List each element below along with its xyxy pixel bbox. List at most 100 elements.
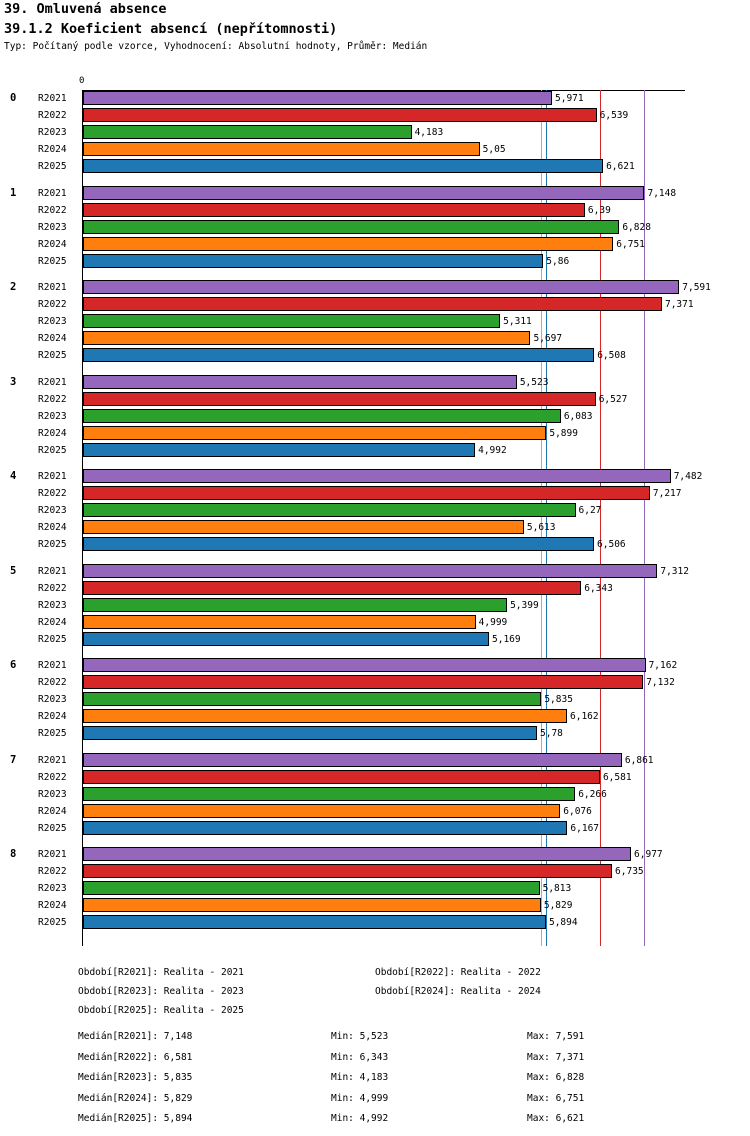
bar-r2021[interactable] <box>83 752 622 767</box>
bar-r2022[interactable] <box>83 675 644 689</box>
bar-row-label: R2021 <box>38 282 67 293</box>
chart-legend: Období[R2021]: Realita - 2021 Období[R202… <box>0 966 750 1024</box>
median-line-r2024 <box>540 90 542 946</box>
bar-r2025[interactable] <box>83 915 546 929</box>
bar-value-label: 5,399 <box>510 599 539 611</box>
bar-r2021[interactable] <box>83 91 553 105</box>
bar-r2024[interactable] <box>83 142 480 156</box>
bar-r2025[interactable] <box>83 537 595 551</box>
bar-r2023[interactable] <box>83 125 412 139</box>
bar-r2023[interactable] <box>83 881 540 895</box>
bar-r2022[interactable] <box>83 769 600 784</box>
bar-row-label: R2024 <box>38 333 67 344</box>
group-index-label: 6 <box>10 659 17 671</box>
bar-row-label: R2024 <box>38 616 67 628</box>
bar-row-label: R2023 <box>38 127 67 138</box>
bar-r2025[interactable] <box>83 631 490 646</box>
bar-r2025[interactable] <box>83 442 476 457</box>
stat-median-value: Medián[R2023]: 5,835 <box>78 1072 193 1083</box>
bar-r2021[interactable] <box>83 280 680 294</box>
bar-r2022[interactable] <box>83 580 582 595</box>
bar-row-label: R2025 <box>38 539 67 550</box>
bar-row: R2021 7,482 <box>0 468 750 485</box>
bar-r2025[interactable] <box>83 159 604 173</box>
bar-r2022[interactable] <box>83 202 585 217</box>
bar-value-label: 6,621 <box>606 161 635 172</box>
bar-r2024[interactable] <box>83 236 614 251</box>
bar-r2022[interactable] <box>83 486 650 500</box>
bar-r2021[interactable] <box>83 847 632 861</box>
stat-row: Medián[R2021]: 7,148 Min: 5,523 Max: 7,591 <box>0 1030 750 1051</box>
bar-r2023[interactable] <box>83 692 542 706</box>
bar-r2025[interactable] <box>83 348 595 362</box>
bar-value-label: 6,27 <box>578 505 602 516</box>
bar-value-label: 7,371 <box>664 299 694 310</box>
bar-row-label: R2022 <box>38 771 67 783</box>
bar-value-label: 4,999 <box>478 616 508 628</box>
bar-r2022[interactable] <box>83 391 596 406</box>
bar-r2021[interactable] <box>83 563 658 578</box>
bar-row: R2021 5,523 <box>0 374 750 391</box>
bar-value-label: 6,506 <box>597 539 626 550</box>
bar-row: R2025 6,508 <box>0 347 750 364</box>
bar-value-label: 5,697 <box>533 333 563 344</box>
bar-r2024[interactable] <box>83 520 524 534</box>
bar-value-label: 6,167 <box>570 822 600 834</box>
bar-row: R2022 7,132 <box>0 674 750 691</box>
bar-value-label: 7,312 <box>660 565 689 577</box>
bar-r2021[interactable] <box>83 469 671 483</box>
bar-value-label: 5,813 <box>542 883 572 894</box>
bar-value-label: 6,828 <box>622 221 651 233</box>
bar-value-label: 5,169 <box>492 633 521 645</box>
bar-row-label: R2023 <box>38 694 67 705</box>
axis-left-rule <box>82 90 83 946</box>
bar-r2024[interactable] <box>83 425 547 440</box>
bar-row-label: R2024 <box>38 805 67 817</box>
bar-r2025[interactable] <box>83 820 568 835</box>
bar-row: R2023 5,813 <box>0 880 750 897</box>
bar-r2022[interactable] <box>83 864 613 878</box>
bar-row: R2023 5,399 <box>0 597 750 614</box>
bar-row-label: R2024 <box>38 900 67 911</box>
bar-row: R2024 6,076 <box>0 803 750 820</box>
bar-row-label: R2025 <box>38 444 67 456</box>
bar-r2024[interactable] <box>83 898 541 912</box>
median-line-r2021 <box>644 90 646 946</box>
bar-value-label: 6,162 <box>570 711 599 722</box>
stat-row: Medián[R2022]: 6,581 Min: 6,343 Max: 7,371 <box>0 1051 750 1072</box>
bar-row-label: R2022 <box>38 582 67 594</box>
bar-r2023[interactable] <box>83 786 576 801</box>
bar-r2023[interactable] <box>83 219 620 234</box>
bar-r2021[interactable] <box>83 374 517 389</box>
bar-r2021[interactable] <box>83 658 646 672</box>
bar-r2025[interactable] <box>83 253 544 268</box>
bar-row-label: R2022 <box>38 204 67 216</box>
bar-r2023[interactable] <box>83 408 561 423</box>
bar-r2024[interactable] <box>83 614 476 629</box>
stat-median-value: Medián[R2022]: 6,581 <box>78 1051 193 1063</box>
bar-r2025[interactable] <box>83 726 538 740</box>
group-index-label: 0 <box>10 92 17 104</box>
bar-row-label: R2021 <box>38 471 67 482</box>
bar-value-label: 6,527 <box>598 393 628 405</box>
bar-value-label: 7,591 <box>682 282 711 293</box>
bar-r2023[interactable] <box>83 597 508 612</box>
bar-value-label: 6,508 <box>597 350 626 361</box>
bar-row: R2025 5,894 <box>0 914 750 931</box>
bar-row-label: R2025 <box>38 350 67 361</box>
bar-row: R2022 6,539 <box>0 107 750 124</box>
bar-r2022[interactable] <box>83 297 662 311</box>
bar-r2024[interactable] <box>83 709 568 723</box>
bar-r2021[interactable] <box>83 185 645 200</box>
bar-row: R2025 4,992 <box>0 442 750 459</box>
bar-value-label: 6,083 <box>563 410 593 422</box>
bar-value-label: 6,861 <box>624 754 654 766</box>
stat-row: Medián[R2025]: 5,894 Min: 4,992 Max: 6,621 <box>0 1112 750 1133</box>
stat-max-value: Max: 7,591 <box>527 1031 585 1042</box>
bar-r2023[interactable] <box>83 503 576 517</box>
bar-r2023[interactable] <box>83 314 501 328</box>
bar-r2024[interactable] <box>83 331 531 345</box>
bar-row: R2021 7,312 <box>0 563 750 580</box>
bar-r2024[interactable] <box>83 803 561 818</box>
bar-r2022[interactable] <box>83 108 597 122</box>
